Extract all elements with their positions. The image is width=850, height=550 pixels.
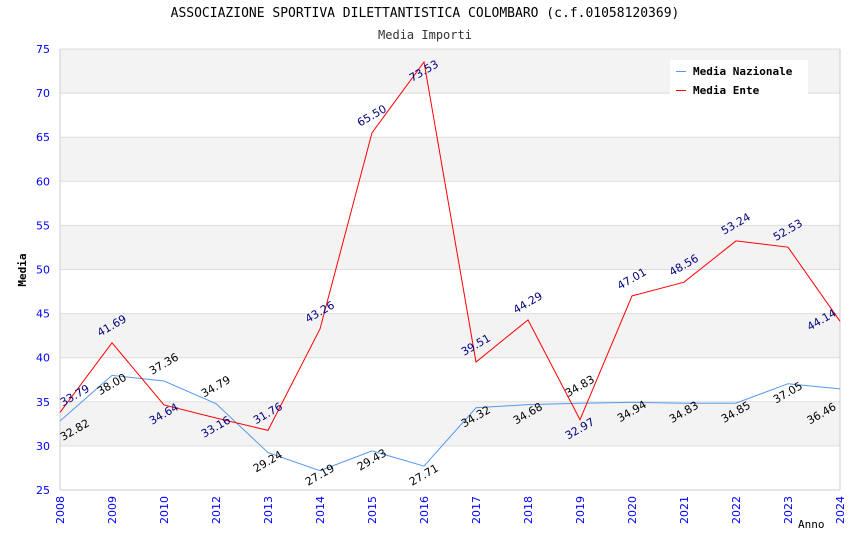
x-tick-label: 2017: [470, 496, 483, 524]
legend-label: Media Nazionale: [693, 65, 793, 78]
x-tick-label: 2008: [54, 496, 67, 524]
x-tick-label: 2015: [366, 496, 379, 524]
grid-band: [60, 401, 840, 446]
y-tick-label: 55: [36, 219, 50, 232]
series-line-1: [59, 60, 841, 431]
legend: Media Nazionale Media Ente: [670, 60, 808, 98]
y-tick-label: 75: [36, 43, 50, 56]
y-tick-label: 70: [36, 87, 50, 100]
y-tick-label: 65: [36, 131, 50, 144]
x-tick-label: 2012: [210, 496, 223, 524]
x-tick-label: 2016: [418, 496, 431, 524]
legend-item-ente: Media Ente: [676, 84, 759, 97]
x-tick-label: 2010: [158, 496, 171, 524]
x-tick-label: 2018: [522, 496, 535, 524]
chart-title: ASSOCIAZIONE SPORTIVA DILETTANTISTICA CO…: [170, 6, 680, 21]
y-tick-label: 45: [36, 308, 50, 321]
x-tick-label: 2024: [834, 496, 847, 524]
y-tick-label: 30: [36, 440, 50, 453]
y-tick-label: 60: [36, 175, 50, 188]
y-tick-label: 35: [36, 396, 50, 409]
legend-swatch: [676, 71, 686, 72]
x-tick-label: 2023: [782, 496, 795, 524]
legend-label: Media Ente: [693, 84, 760, 97]
x-tick-label: 2022: [730, 496, 743, 524]
chart-subtitle: Media Importi: [378, 28, 472, 42]
y-tick-label: 50: [36, 264, 50, 277]
x-tick-label: 2009: [106, 496, 119, 524]
x-tick-label: 2013: [262, 496, 275, 524]
data-label: 27.19: [303, 462, 337, 489]
y-tick-label: 25: [36, 484, 50, 497]
data-label: 34.79: [199, 373, 233, 400]
x-tick-label: 2019: [574, 496, 587, 524]
grid-band: [60, 313, 840, 358]
data-label: 44.29: [511, 289, 545, 316]
y-axis-label: Media: [16, 253, 29, 286]
y-tick-label: 40: [36, 352, 50, 365]
x-tick-label: 2020: [626, 496, 639, 524]
data-label: 65.50: [355, 102, 389, 129]
x-axis-label: Anno: [798, 518, 825, 531]
x-tick-label: 2014: [314, 496, 327, 524]
grid-band: [60, 137, 840, 182]
x-tick-label: 2021: [678, 496, 691, 524]
legend-swatch: [676, 90, 686, 91]
series-line-0: [59, 374, 841, 472]
legend-item-nazionale: Media Nazionale: [676, 65, 792, 78]
